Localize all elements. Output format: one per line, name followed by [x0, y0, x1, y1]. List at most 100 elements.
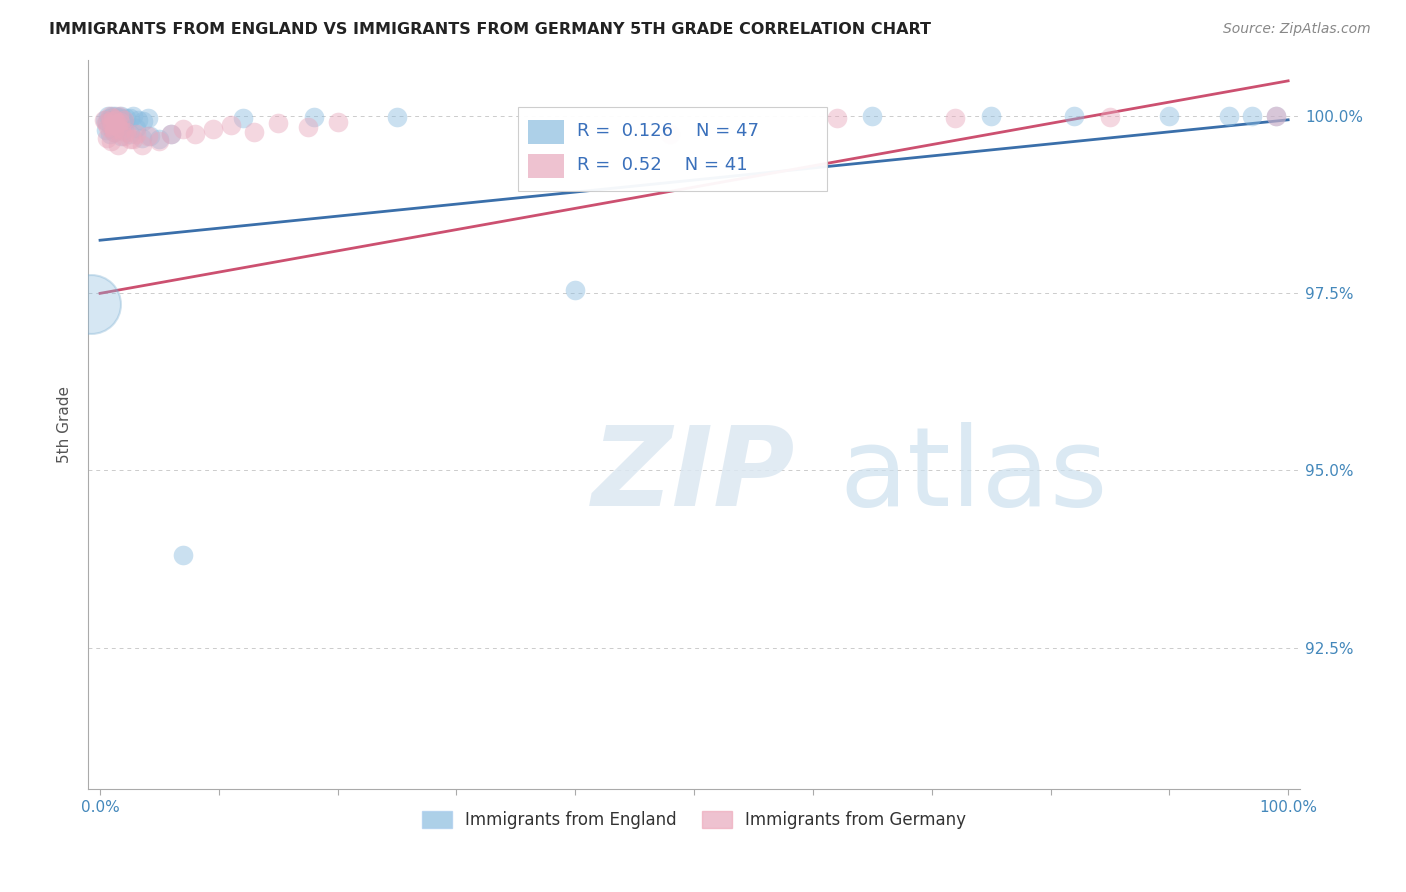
Point [172, 549, 194, 563]
Legend: Immigrants from England, Immigrants from Germany: Immigrants from England, Immigrants from… [415, 804, 973, 836]
Point [108, 110, 131, 124]
Point [93, 112, 115, 127]
Point [122, 109, 145, 123]
Point [97, 120, 120, 134]
Point [105, 116, 128, 130]
Text: ZIP: ZIP [592, 422, 796, 529]
Point [131, 130, 153, 145]
Point [160, 127, 183, 141]
Text: R =  0.52    N = 41: R = 0.52 N = 41 [576, 156, 747, 175]
Point [107, 120, 129, 134]
Point [124, 127, 146, 141]
Point [1241, 109, 1264, 123]
Point [98, 127, 121, 141]
Point [112, 112, 135, 127]
Point [136, 111, 159, 125]
Point [132, 114, 155, 128]
Text: IMMIGRANTS FROM ENGLAND VS IMMIGRANTS FROM GERMANY 5TH GRADE CORRELATION CHART: IMMIGRANTS FROM ENGLAND VS IMMIGRANTS FR… [49, 22, 931, 37]
Point [659, 127, 682, 141]
Point [201, 122, 224, 136]
Point [103, 125, 125, 139]
Point [94, 123, 117, 137]
Point [1265, 109, 1288, 123]
Point [232, 111, 254, 125]
Point [103, 125, 125, 139]
Point [160, 127, 183, 141]
Point [564, 283, 586, 297]
Point [94, 116, 117, 130]
Point [98, 111, 121, 125]
Point [148, 132, 170, 146]
Point [100, 114, 122, 128]
Point [111, 112, 134, 127]
Point [326, 115, 349, 129]
Point [103, 112, 125, 126]
Point [118, 132, 141, 146]
Point [94, 112, 117, 127]
Point [139, 129, 162, 144]
Point [219, 118, 242, 132]
Point [136, 129, 159, 144]
Point [1265, 109, 1288, 123]
Point [103, 122, 125, 136]
Point [243, 125, 266, 139]
Point [825, 111, 848, 125]
Point [107, 113, 129, 128]
Point [96, 130, 118, 145]
Point [860, 109, 883, 123]
Point [302, 110, 325, 124]
Point [110, 109, 132, 123]
Point [79, 297, 101, 311]
Point [1218, 109, 1240, 123]
Point [148, 134, 170, 148]
Point [1159, 109, 1181, 123]
Point [98, 109, 121, 123]
Point [100, 134, 122, 148]
Text: Source: ZipAtlas.com: Source: ZipAtlas.com [1223, 22, 1371, 37]
Point [115, 125, 138, 139]
FancyBboxPatch shape [519, 107, 827, 191]
Point [110, 129, 132, 144]
Point [107, 137, 129, 152]
Point [108, 109, 131, 123]
Point [101, 111, 124, 125]
Point [101, 109, 124, 123]
Y-axis label: 5th Grade: 5th Grade [58, 386, 72, 463]
Point [97, 109, 120, 123]
Point [131, 137, 153, 152]
Point [110, 112, 132, 126]
Point [112, 129, 135, 144]
Point [104, 109, 127, 123]
Point [101, 119, 124, 133]
Point [100, 112, 122, 127]
Text: R =  0.126    N = 47: R = 0.126 N = 47 [576, 122, 758, 140]
Point [112, 123, 135, 137]
Point [105, 112, 128, 127]
Point [110, 115, 132, 129]
Point [1063, 109, 1085, 123]
Point [96, 115, 118, 129]
Point [172, 122, 194, 136]
Point [107, 120, 129, 134]
Point [980, 109, 1002, 123]
Point [101, 122, 124, 136]
Point [101, 114, 124, 128]
Point [104, 112, 127, 127]
Point [115, 111, 138, 125]
Point [267, 116, 290, 130]
Point [122, 132, 145, 146]
Text: atlas: atlas [839, 422, 1108, 529]
Point [118, 112, 141, 126]
Point [385, 110, 408, 124]
Point [110, 123, 132, 137]
Point [118, 127, 141, 141]
Point [297, 120, 319, 134]
Point [184, 127, 207, 141]
Point [127, 112, 149, 127]
FancyBboxPatch shape [529, 154, 564, 178]
Point [945, 111, 967, 125]
Point [124, 121, 146, 136]
Point [1098, 110, 1121, 124]
Point [112, 115, 135, 129]
FancyBboxPatch shape [529, 120, 564, 144]
